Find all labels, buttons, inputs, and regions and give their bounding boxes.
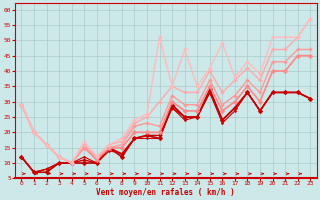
X-axis label: Vent moyen/en rafales ( km/h ): Vent moyen/en rafales ( km/h ) — [96, 188, 235, 197]
